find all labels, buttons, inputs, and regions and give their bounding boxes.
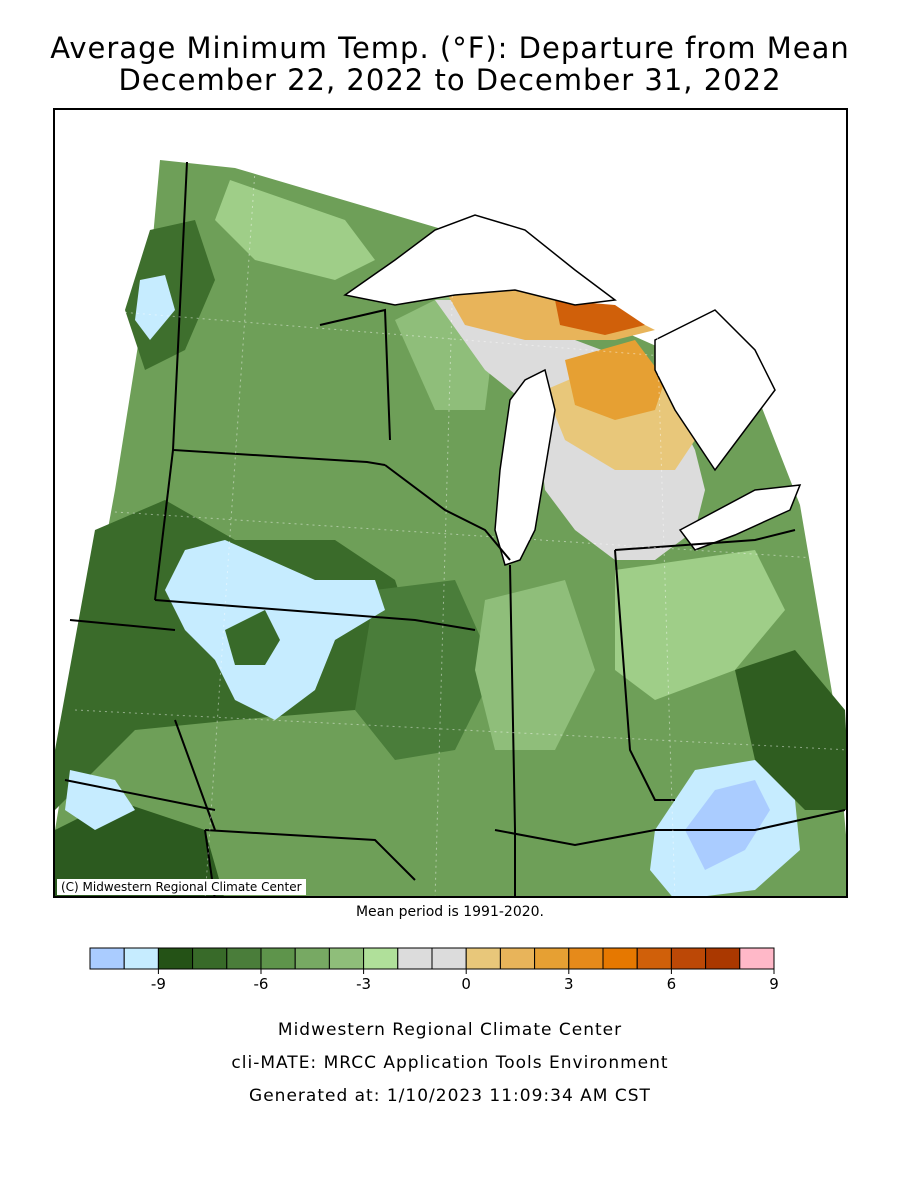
legend-swatch: [363, 947, 399, 970]
legend-swatch: [705, 947, 741, 970]
coldest-pocket-appalachia: [685, 780, 770, 870]
legend-tick-label: -6: [254, 975, 269, 993]
legend-ticks: -9 -6 -3 0 3 6 9: [151, 969, 779, 993]
legend-tick-label: 6: [667, 975, 677, 993]
light-green-mn-north: [215, 180, 375, 280]
legend-swatch: [739, 947, 775, 970]
map-frame: (C) Midwestern Regional Climate Center: [53, 108, 848, 898]
map-title-line-2: December 22, 2022 to December 31, 2022: [118, 63, 782, 97]
legend-tick-label: -3: [356, 975, 371, 993]
dark-green-illinois: [355, 580, 495, 760]
green-island-iowa: [225, 610, 280, 665]
dark-green-east: [735, 650, 846, 810]
temperature-departure-map: [55, 110, 846, 896]
color-legend: -9 -6 -3 0 3 6 9: [89, 947, 779, 993]
legend-swatch: [123, 947, 159, 970]
light-green-indiana: [475, 580, 595, 750]
legend-swatch: [226, 947, 262, 970]
footer-generated-timestamp: Generated at: 1/10/2023 11:09:34 AM CST: [249, 1086, 651, 1106]
lake-erie: [678, 484, 802, 551]
warmest-upper-peninsula: [555, 300, 645, 335]
footer-organization: Midwestern Regional Climate Center: [277, 1020, 623, 1040]
lake-huron: [654, 309, 776, 472]
legend-swatch: [568, 947, 604, 970]
legend-swatch: [636, 947, 672, 970]
legend-swatch: [465, 947, 501, 970]
legend-swatch: [192, 947, 228, 970]
warm-michigan-mid: [565, 340, 665, 420]
legend-swatch: [89, 947, 125, 970]
legend-swatch: [294, 947, 330, 970]
map-title-line-1: Average Minimum Temp. (°F): Departure fr…: [50, 31, 850, 65]
legend-tick-label: 9: [769, 975, 779, 993]
cold-pocket-kansas: [65, 770, 135, 830]
legend-tick-label: -9: [151, 975, 166, 993]
footer-tool: cli-MATE: MRCC Application Tools Environ…: [231, 1053, 669, 1073]
lake-michigan: [494, 368, 556, 566]
state-boundaries: [64, 161, 846, 896]
legend-tick-label: 3: [564, 975, 574, 993]
legend-swatch: [602, 947, 638, 970]
light-green-ohio: [615, 550, 785, 700]
cold-pocket-dakota: [135, 275, 175, 340]
legend-swatch: [534, 947, 570, 970]
legend-swatch: [431, 947, 467, 970]
legend-swatch: [397, 947, 433, 970]
legend-swatch: [260, 947, 296, 970]
legend-swatch: [499, 947, 536, 970]
legend-swatches: [89, 947, 775, 970]
legend-tick-label: 0: [461, 975, 471, 993]
mean-period-note: Mean period is 1991-2020.: [355, 904, 545, 920]
graticule: [74, 169, 846, 896]
legend-swatch: [328, 947, 365, 970]
legend-swatch: [670, 947, 707, 970]
legend-swatch: [157, 947, 194, 970]
copyright-label: (C) Midwestern Regional Climate Center: [57, 879, 306, 895]
lake-superior: [343, 214, 617, 306]
